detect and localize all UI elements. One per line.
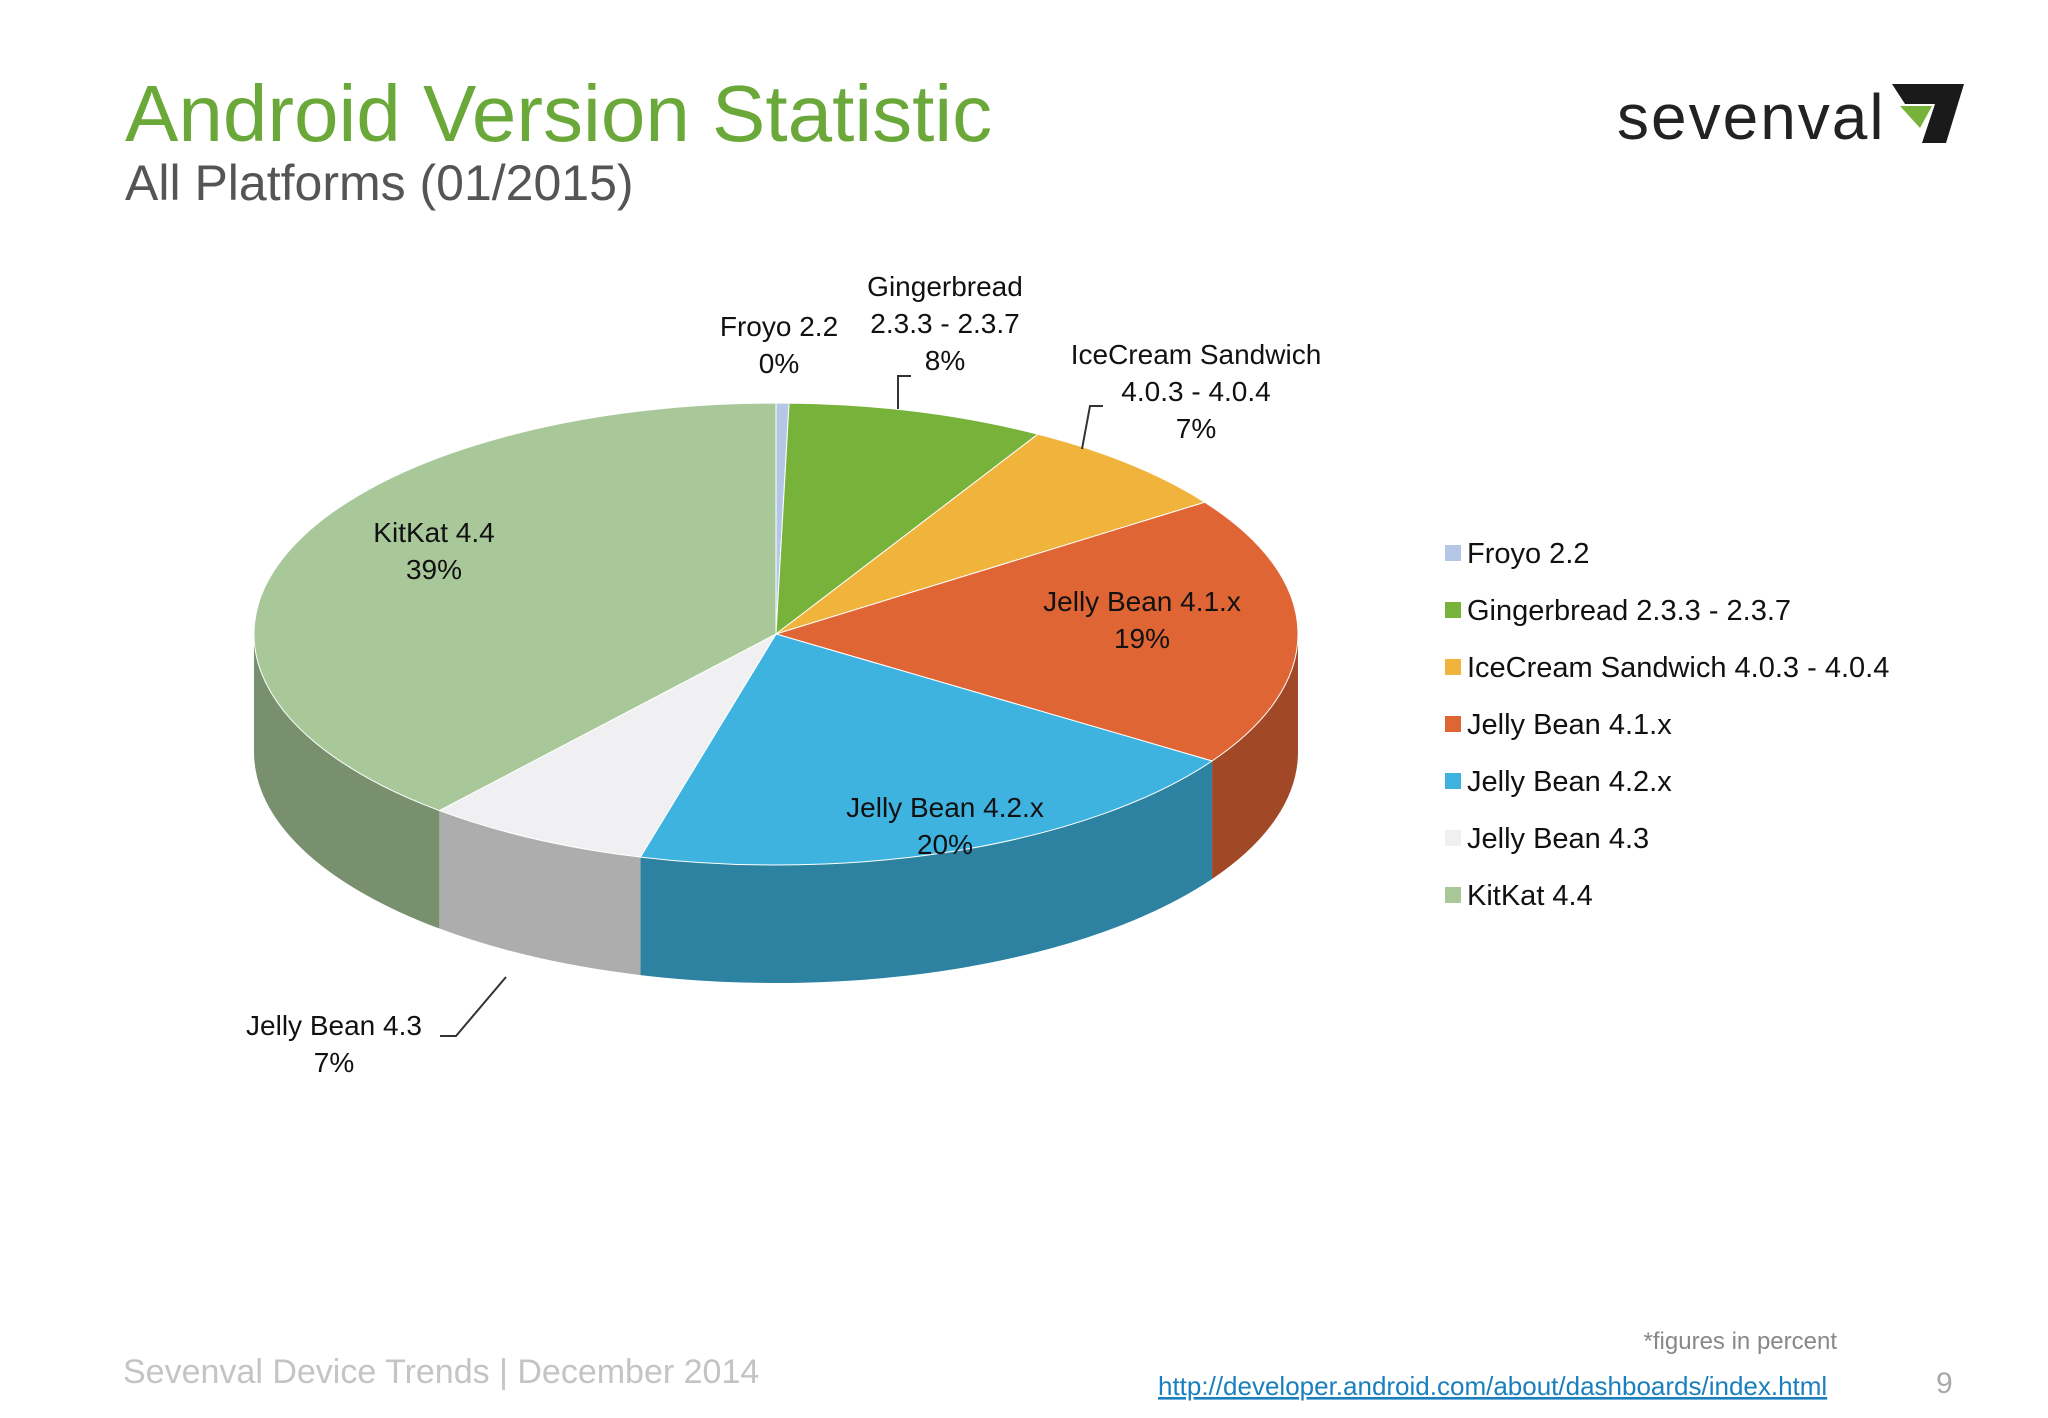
pie-side (254, 634, 440, 929)
source-link[interactable]: http://developer.android.com/about/dashb… (1158, 1371, 1827, 1401)
pie-slice (438, 632, 778, 858)
label-name: KitKat 4.4 (373, 517, 495, 548)
label-name: Jelly Bean 4.1.x (1043, 586, 1241, 617)
legend-label: Jelly Bean 4.1.x (1467, 709, 1672, 741)
legend-label: IceCream Sandwich 4.0.3 - 4.0.4 (1467, 652, 1889, 684)
pie-slice (253, 402, 777, 812)
leader-line (897, 375, 911, 409)
data-label: KitKat 4.4 39% (354, 514, 514, 588)
note: *figures in percent (1644, 1328, 1838, 1355)
pie-slice (775, 433, 1206, 635)
leader-line (440, 976, 507, 1037)
label-value: 7% (313, 1047, 355, 1078)
pie-slice (639, 633, 1214, 866)
pie-sides (254, 634, 1298, 984)
data-label: Froyo 2.2 0% (704, 308, 854, 382)
chart-subtitle: All Platforms (01/2015) (125, 155, 634, 211)
legend-swatch (1445, 773, 1461, 789)
label-value: 20% (916, 829, 974, 860)
label-value: 7% (1175, 413, 1217, 444)
pie-slice (775, 402, 1040, 636)
pie-side (439, 810, 641, 976)
label-value: 19% (1113, 623, 1171, 654)
leader-line (1081, 405, 1103, 450)
legend-swatch (1445, 659, 1461, 675)
footer-text: Sevenval Device Trends | December 2014 (123, 1353, 759, 1391)
label-name: Jelly Bean 4.3 (246, 1010, 422, 1041)
label-value: 39% (405, 554, 463, 585)
legend-swatch (1445, 716, 1461, 732)
legend-swatch (1445, 830, 1461, 846)
pie-slice (774, 501, 1299, 762)
legend-label: Gingerbread 2.3.3 - 2.3.7 (1467, 595, 1791, 627)
legend-label: Jelly Bean 4.2.x (1467, 766, 1672, 798)
data-label: Jelly Bean 4.3 7% (234, 1007, 434, 1081)
data-label: Jelly Bean 4.1.x 19% (1017, 583, 1267, 657)
pie-side (1212, 634, 1298, 879)
logo-accent (1900, 106, 1932, 128)
label-name: IceCream Sandwich 4.0.3 - 4.0.4 (1070, 339, 1322, 407)
logo-text: sevenval (1617, 81, 1886, 153)
pie-tops (253, 402, 1299, 866)
label-value: 0% (758, 348, 800, 379)
legend-swatch (1445, 545, 1461, 561)
label-name: Gingerbread 2.3.3 - 2.3.7 (867, 271, 1023, 339)
label-name: Jelly Bean 4.2.x (846, 792, 1044, 823)
label-name: Froyo 2.2 (719, 311, 839, 342)
legend-label: Jelly Bean 4.3 (1467, 823, 1649, 855)
pie-side (640, 760, 1213, 984)
legend-label: KitKat 4.4 (1467, 880, 1593, 912)
data-label: IceCream Sandwich 4.0.3 - 4.0.4 7% (1046, 336, 1346, 447)
legend-label: Froyo 2.2 (1467, 538, 1590, 570)
data-label: Gingerbread 2.3.3 - 2.3.7 8% (845, 268, 1045, 379)
chart-title: Android Version Statistic (125, 69, 992, 158)
label-value: 8% (924, 345, 966, 376)
page-number: 9 (1936, 1367, 1953, 1400)
legend-swatch (1445, 887, 1461, 903)
legend-swatch (1445, 602, 1461, 618)
data-label: Jelly Bean 4.2.x 20% (820, 789, 1070, 863)
logo-mark (1892, 84, 1964, 143)
